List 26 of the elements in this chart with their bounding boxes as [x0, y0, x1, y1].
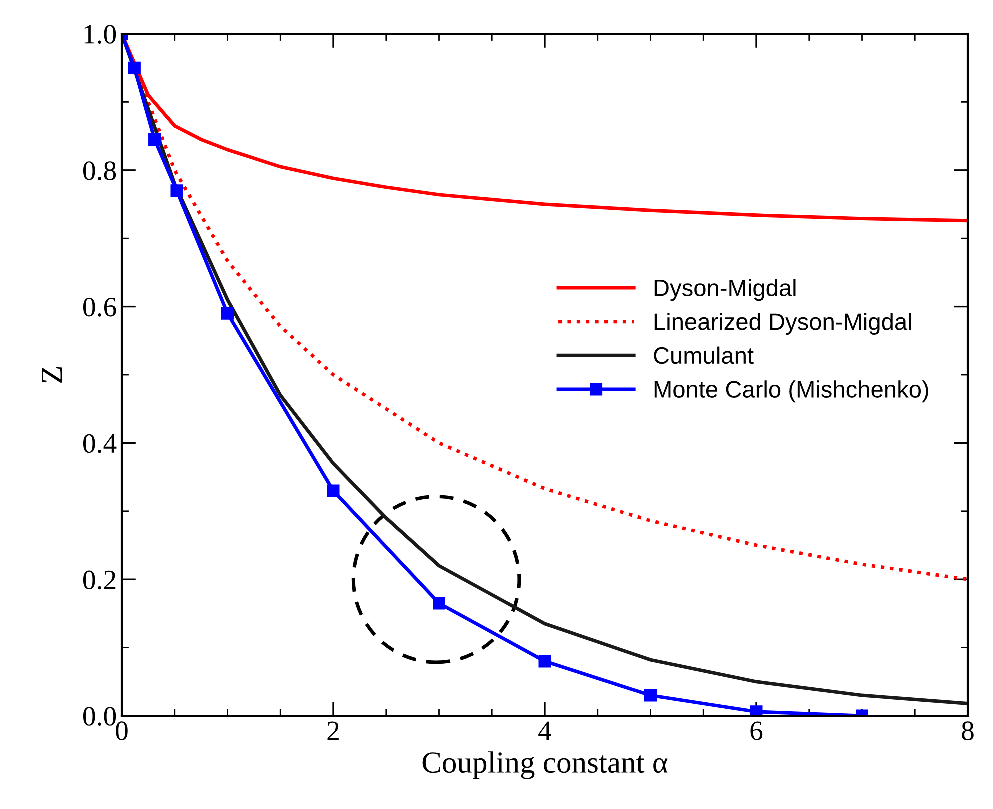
legend-label: Monte Carlo (Mishchenko) [654, 380, 928, 403]
legend-label: Cumulant [654, 346, 754, 364]
x-tick-label: 4 [538, 722, 552, 740]
point [538, 655, 552, 668]
point [170, 184, 184, 198]
x-tick-label: 6 [750, 722, 763, 740]
y-tick-label: 1.0 [84, 25, 116, 44]
legend-label: Dyson-Migdal [654, 279, 796, 302]
y-tick-label: 0.4 [83, 434, 117, 454]
point [128, 62, 141, 74]
point [148, 133, 162, 146]
point [433, 597, 446, 610]
x-axis-title: Coupling constant α [422, 752, 668, 780]
point [222, 307, 234, 320]
legend-label: Linearized Dyson-Migdal [654, 312, 912, 335]
y-tick-label: 0.0 [83, 707, 116, 726]
x-tick-label: 2 [328, 722, 339, 740]
y-tick-label: 0.8 [83, 162, 116, 180]
point [750, 706, 763, 716]
y-tick-label: 0.6 [83, 298, 116, 317]
x-tick-label: 8 [962, 722, 974, 740]
y-tick-label: 0.2 [83, 570, 116, 590]
x-tick-label: 0 [116, 722, 128, 740]
point [327, 484, 340, 498]
point [644, 689, 657, 702]
y-axis-title: Z [42, 367, 62, 383]
